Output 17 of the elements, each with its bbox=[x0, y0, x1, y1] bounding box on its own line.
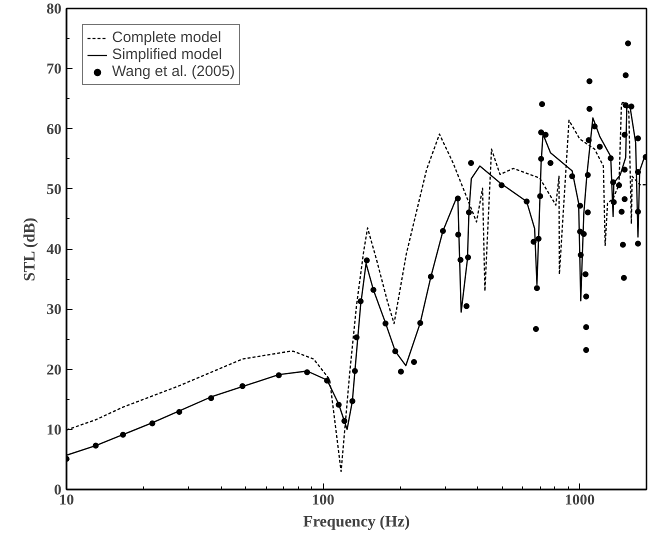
y-tick-label: 50 bbox=[46, 182, 62, 198]
y-tick-label: 20 bbox=[46, 362, 62, 378]
x-axis-title: Frequency (Hz) bbox=[303, 514, 410, 530]
legend-label: Wang et al. (2005) bbox=[112, 63, 235, 80]
y-tick-label: 80 bbox=[46, 2, 62, 18]
legend-label: Simplified model bbox=[112, 46, 222, 63]
y-axis-title: STL (dB) bbox=[22, 218, 38, 282]
y-tick-label: 30 bbox=[46, 302, 62, 318]
y-tick-label: 70 bbox=[46, 62, 62, 78]
x-tick-label: 10 bbox=[59, 492, 74, 508]
y-tick-label: 60 bbox=[46, 122, 62, 138]
y-tick-label: 40 bbox=[46, 242, 62, 258]
y-tick-label: 10 bbox=[46, 422, 62, 438]
x-tick-label: 1000 bbox=[564, 492, 595, 508]
x-tick-label: 100 bbox=[312, 492, 334, 508]
y-tick-label: 0 bbox=[54, 482, 62, 498]
legend-label: Complete model bbox=[112, 29, 222, 46]
